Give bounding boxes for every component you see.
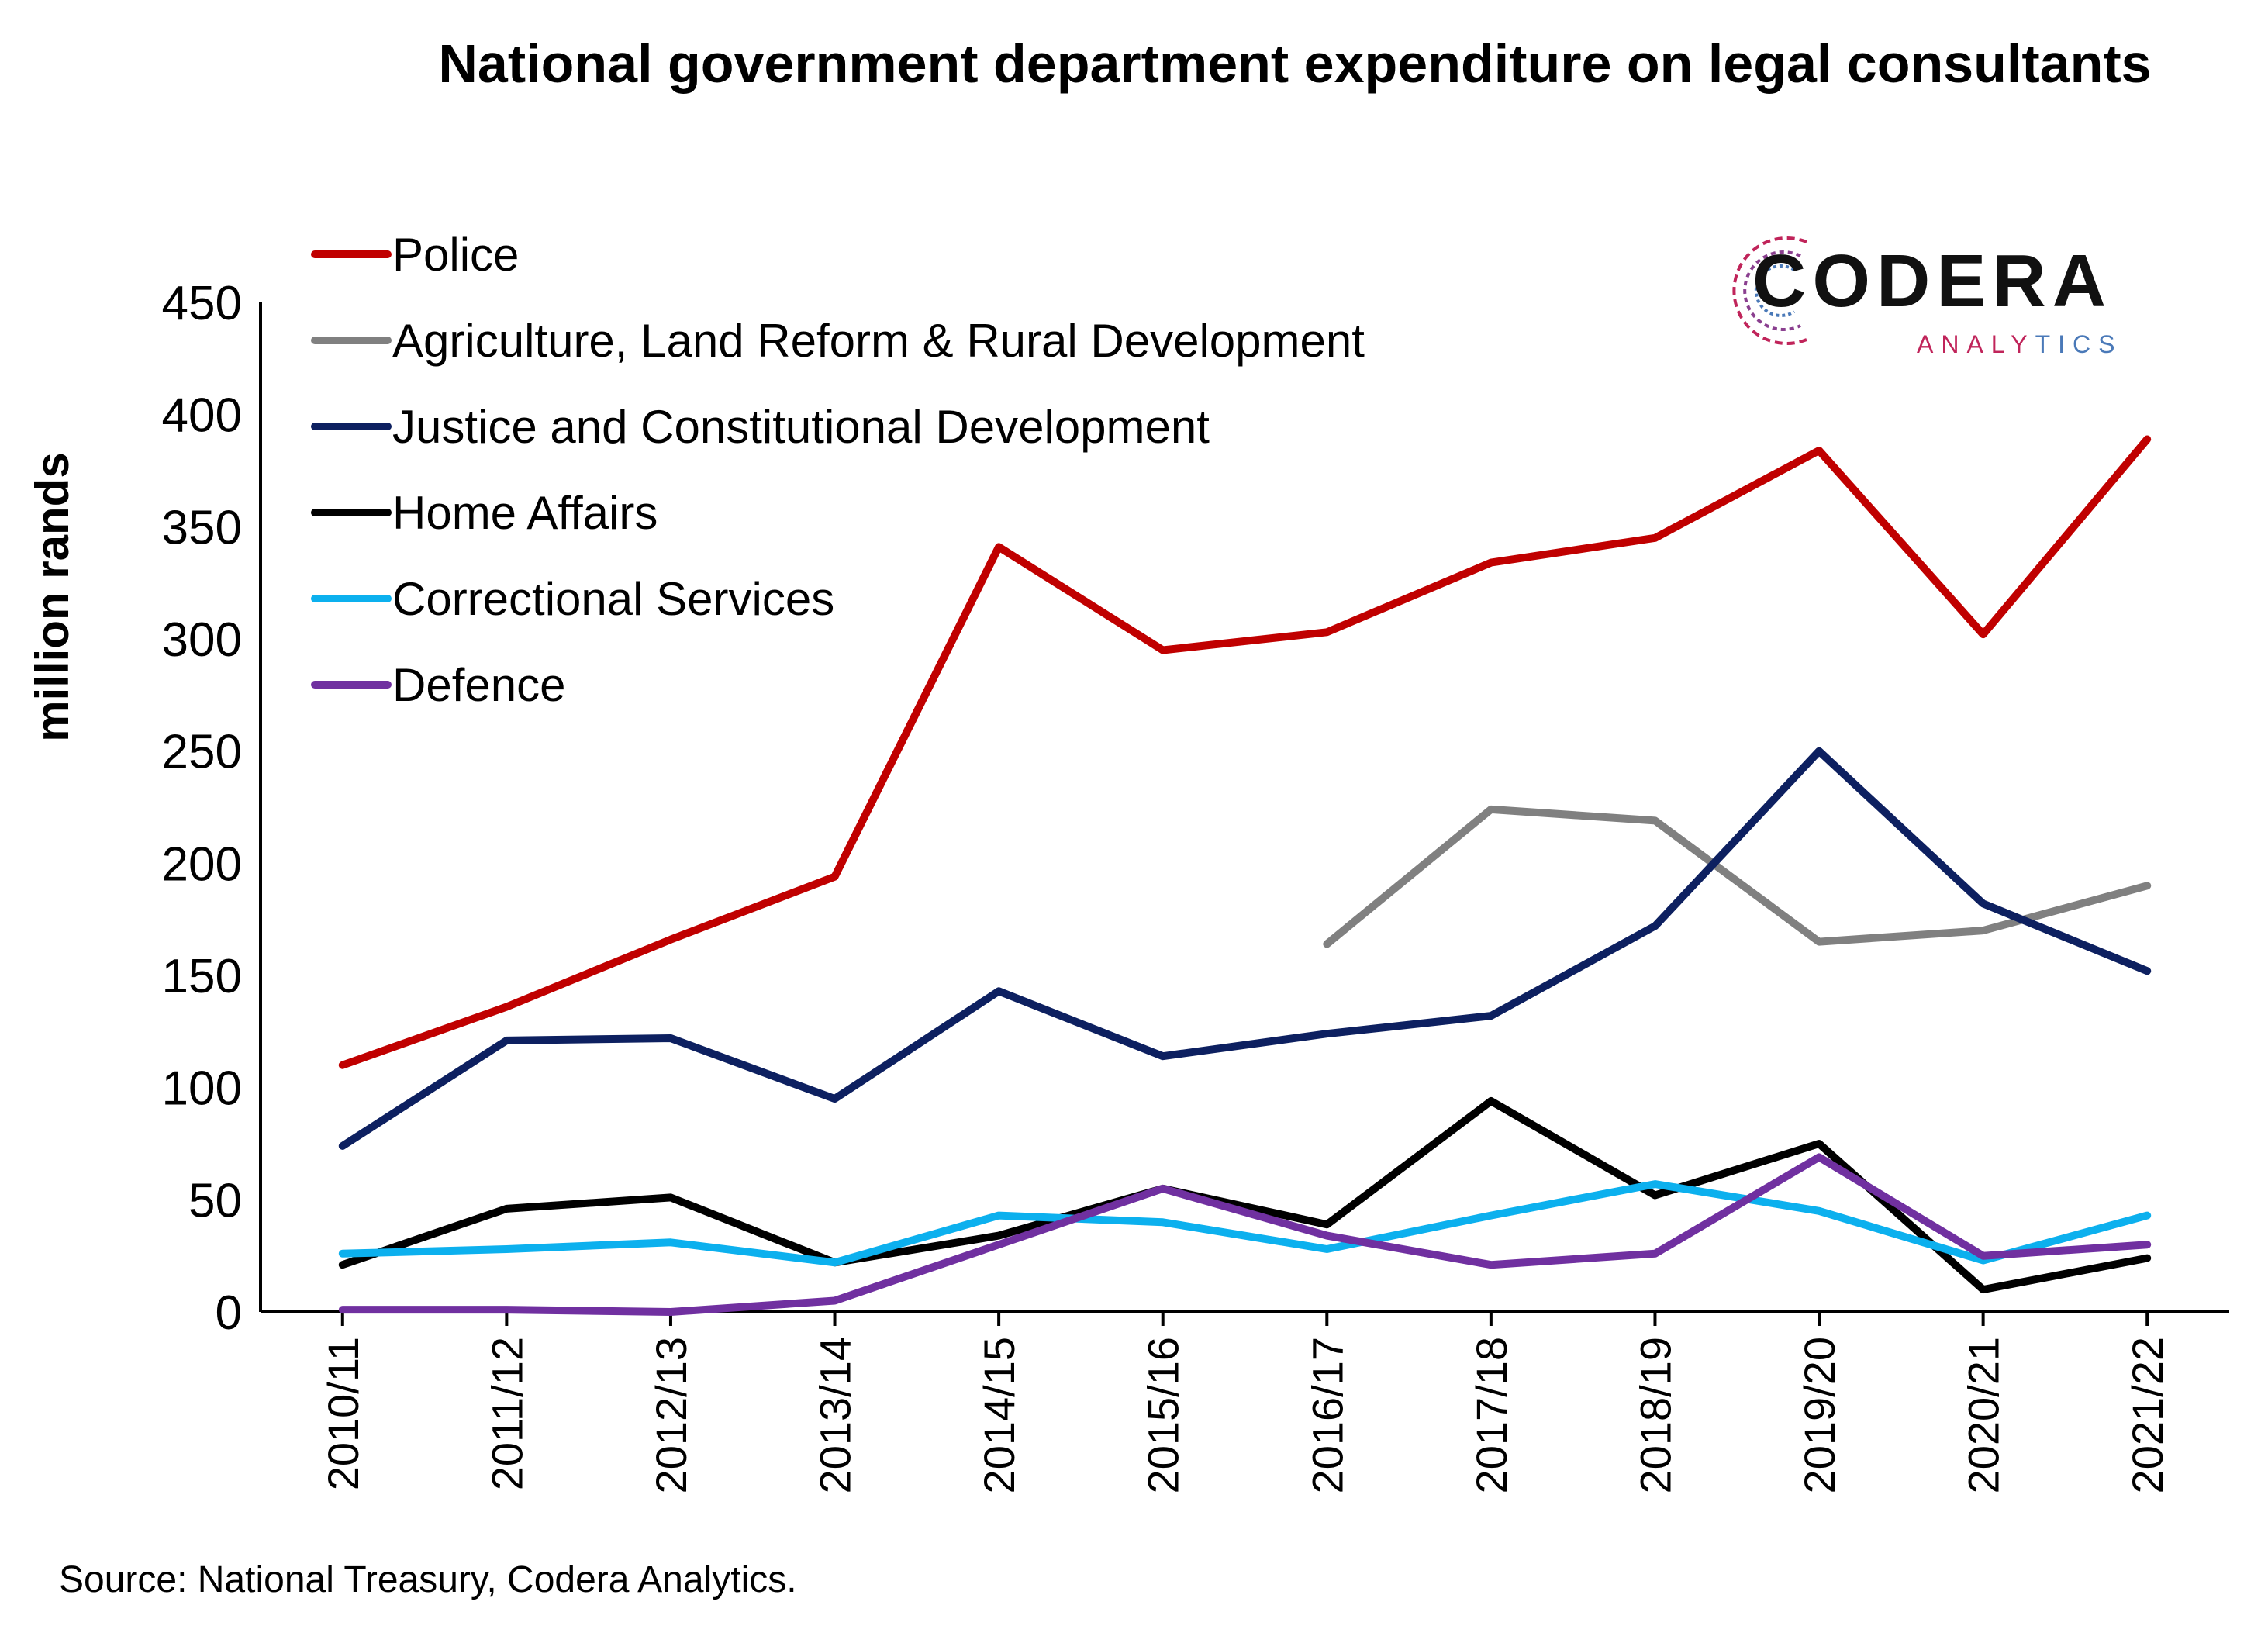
- logo-subtitle: ANALYTICS: [1917, 330, 2122, 359]
- x-tick-label: 2016/17: [1303, 1337, 1351, 1493]
- x-tick-label: 2021/22: [2123, 1337, 2172, 1493]
- chart-title: National government department expenditu…: [438, 33, 2152, 94]
- y-tick-label: 100: [162, 1062, 242, 1116]
- legend-entry: Home Affairs: [392, 487, 658, 539]
- source-note: Source: National Treasury, Codera Analyt…: [59, 1559, 797, 1600]
- y-axis-label: million rands: [26, 452, 78, 741]
- x-tick-label: 2017/18: [1467, 1337, 1516, 1493]
- series-line: [338, 1097, 2152, 1294]
- series-lines: [338, 435, 2152, 1316]
- codera-logo: CODERA ANALYTICS: [1714, 225, 2148, 364]
- legend-entry: Justice and Constitutional Development: [392, 401, 1210, 453]
- y-tick-label: 150: [162, 950, 242, 1003]
- legend-entry: Police: [392, 229, 519, 281]
- x-tick-label: 2012/13: [647, 1337, 696, 1493]
- x-tick-label: 2014/15: [975, 1337, 1024, 1493]
- x-tick-label: 2020/21: [1959, 1337, 2008, 1493]
- logo-sub-a: ANALY: [1917, 330, 2035, 358]
- y-tick-label: 400: [162, 389, 242, 443]
- y-tick-label: 50: [188, 1174, 242, 1227]
- logo-wordmark: CODERA: [1752, 240, 2113, 323]
- logo-sub-b: TICS: [2035, 330, 2123, 358]
- logo-ring-icon: [1732, 236, 1807, 345]
- y-tick-label: 250: [162, 726, 242, 779]
- series-line: [338, 747, 2152, 1150]
- legend-entry: Defence: [392, 659, 565, 711]
- y-tick-label: 200: [162, 837, 242, 891]
- x-tick-label: 2019/20: [1795, 1337, 1844, 1493]
- y-tick-label: 450: [162, 277, 242, 330]
- x-tick-label: 2015/16: [1139, 1337, 1188, 1493]
- x-tick-label: 2011/12: [482, 1337, 531, 1490]
- axes: [259, 302, 2229, 1313]
- y-tick-label: 300: [162, 613, 242, 667]
- series-line: [338, 435, 2152, 1069]
- series-line: [1323, 805, 2152, 948]
- legend-entry: Correctional Services: [392, 573, 834, 625]
- x-tick-labels: 2010/11 2011/12 2012/13 2013/14 2014/15 2015/…: [319, 1312, 2172, 1493]
- x-tick-label: 2010/11: [319, 1337, 368, 1490]
- x-tick-label: 2018/19: [1631, 1337, 1679, 1493]
- legend-entry: Agriculture, Land Reform & Rural Develop…: [392, 315, 1365, 367]
- y-tick-label: 0: [216, 1286, 242, 1340]
- series-line: [338, 1153, 2152, 1316]
- y-tick-labels: 0 50 100 150 200 250 300 350 400 450: [162, 277, 242, 1340]
- series-line: [338, 1180, 2152, 1267]
- x-tick-label: 2013/14: [811, 1337, 860, 1493]
- y-tick-label: 350: [162, 501, 242, 554]
- legend: Police Agriculture, Land Reform & Rural D…: [311, 229, 1365, 711]
